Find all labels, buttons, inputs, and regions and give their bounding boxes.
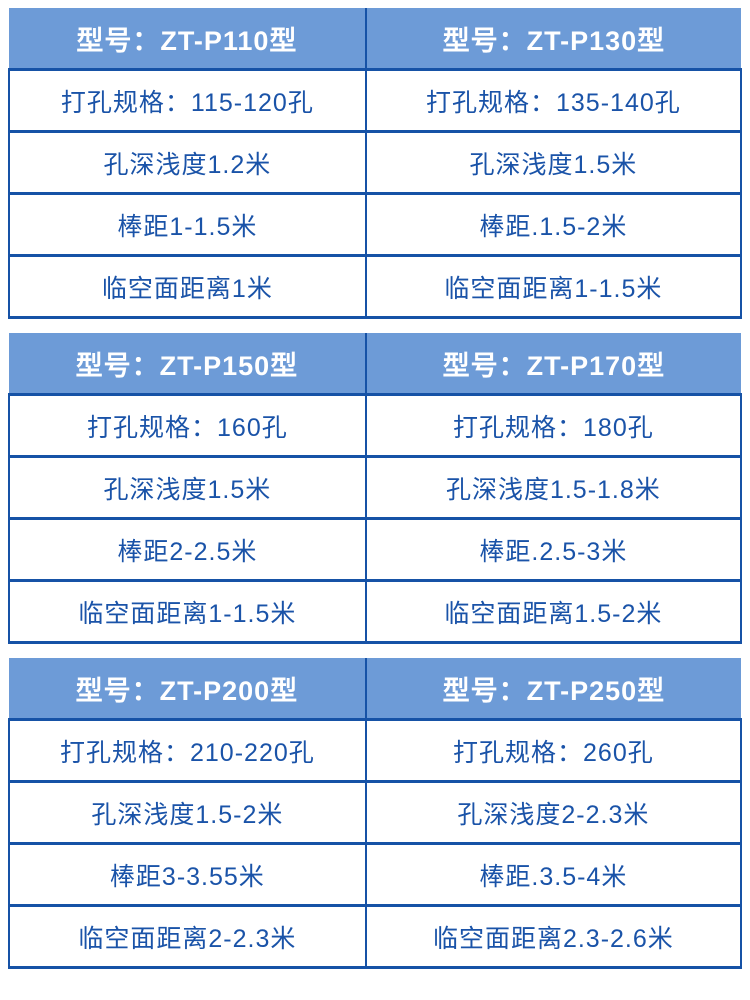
- spec-table-1: 型号：ZT-P110型 型号：ZT-P130型 打孔规格：115-120孔 打孔…: [8, 8, 743, 319]
- spec-cell: 棒距1-1.5米: [8, 192, 367, 257]
- model-header-cell: 型号：ZT-P200型: [9, 658, 367, 721]
- table-row: 孔深浅度1.2米 孔深浅度1.5米: [8, 130, 743, 195]
- model-header-cell: 型号：ZT-P150型: [9, 333, 367, 396]
- spec-cell: 临空面距离1米: [8, 254, 367, 319]
- spec-sheet: 型号：ZT-P110型 型号：ZT-P130型 打孔规格：115-120孔 打孔…: [8, 8, 743, 969]
- spec-cell: 临空面距离1.5-2米: [364, 579, 743, 644]
- table-row: 临空面距离1-1.5米 临空面距离1.5-2米: [8, 579, 743, 644]
- table-header-row: 型号：ZT-P150型 型号：ZT-P170型: [9, 333, 741, 396]
- spec-cell: 打孔规格：180孔: [364, 393, 743, 458]
- spec-cell: 孔深浅度1.5-1.8米: [364, 455, 743, 520]
- model-header-cell: 型号：ZT-P110型: [9, 8, 367, 71]
- spec-cell: 孔深浅度1.2米: [8, 130, 367, 195]
- spec-cell: 打孔规格：260孔: [364, 718, 743, 783]
- spec-cell: 打孔规格：160孔: [8, 393, 367, 458]
- spec-cell: 棒距.2.5-3米: [364, 517, 743, 582]
- spec-cell: 临空面距离2.3-2.6米: [364, 904, 743, 969]
- model-header-cell: 型号：ZT-P130型: [365, 8, 741, 71]
- table-row: 打孔规格：160孔 打孔规格：180孔: [8, 393, 743, 458]
- spec-table-2: 型号：ZT-P150型 型号：ZT-P170型 打孔规格：160孔 打孔规格：1…: [8, 333, 743, 644]
- spec-cell: 孔深浅度1.5米: [8, 455, 367, 520]
- table-row: 打孔规格：210-220孔 打孔规格：260孔: [8, 718, 743, 783]
- spec-cell: 孔深浅度1.5-2米: [8, 780, 367, 845]
- table-row: 孔深浅度1.5米 孔深浅度1.5-1.8米: [8, 455, 743, 520]
- spec-cell: 打孔规格：135-140孔: [364, 68, 743, 133]
- table-row: 棒距1-1.5米 棒距.1.5-2米: [8, 192, 743, 257]
- spec-cell: 孔深浅度1.5米: [364, 130, 743, 195]
- spec-cell: 临空面距离1-1.5米: [8, 579, 367, 644]
- table-row: 棒距2-2.5米 棒距.2.5-3米: [8, 517, 743, 582]
- table-row: 孔深浅度1.5-2米 孔深浅度2-2.3米: [8, 780, 743, 845]
- spec-cell: 打孔规格：115-120孔: [8, 68, 367, 133]
- table-header-row: 型号：ZT-P110型 型号：ZT-P130型: [9, 8, 741, 71]
- spec-cell: 临空面距离1-1.5米: [364, 254, 743, 319]
- spec-cell: 棒距2-2.5米: [8, 517, 367, 582]
- spec-cell: 棒距.3.5-4米: [364, 842, 743, 907]
- spec-cell: 孔深浅度2-2.3米: [364, 780, 743, 845]
- spec-cell: 临空面距离2-2.3米: [8, 904, 367, 969]
- model-header-cell: 型号：ZT-P250型: [365, 658, 741, 721]
- spec-table-3: 型号：ZT-P200型 型号：ZT-P250型 打孔规格：210-220孔 打孔…: [8, 658, 743, 969]
- spec-cell: 棒距3-3.55米: [8, 842, 367, 907]
- table-row: 临空面距离1米 临空面距离1-1.5米: [8, 254, 743, 319]
- spec-cell: 棒距.1.5-2米: [364, 192, 743, 257]
- model-header-cell: 型号：ZT-P170型: [365, 333, 741, 396]
- table-row: 临空面距离2-2.3米 临空面距离2.3-2.6米: [8, 904, 743, 969]
- table-row: 打孔规格：115-120孔 打孔规格：135-140孔: [8, 68, 743, 133]
- table-header-row: 型号：ZT-P200型 型号：ZT-P250型: [9, 658, 741, 721]
- table-row: 棒距3-3.55米 棒距.3.5-4米: [8, 842, 743, 907]
- spec-cell: 打孔规格：210-220孔: [8, 718, 367, 783]
